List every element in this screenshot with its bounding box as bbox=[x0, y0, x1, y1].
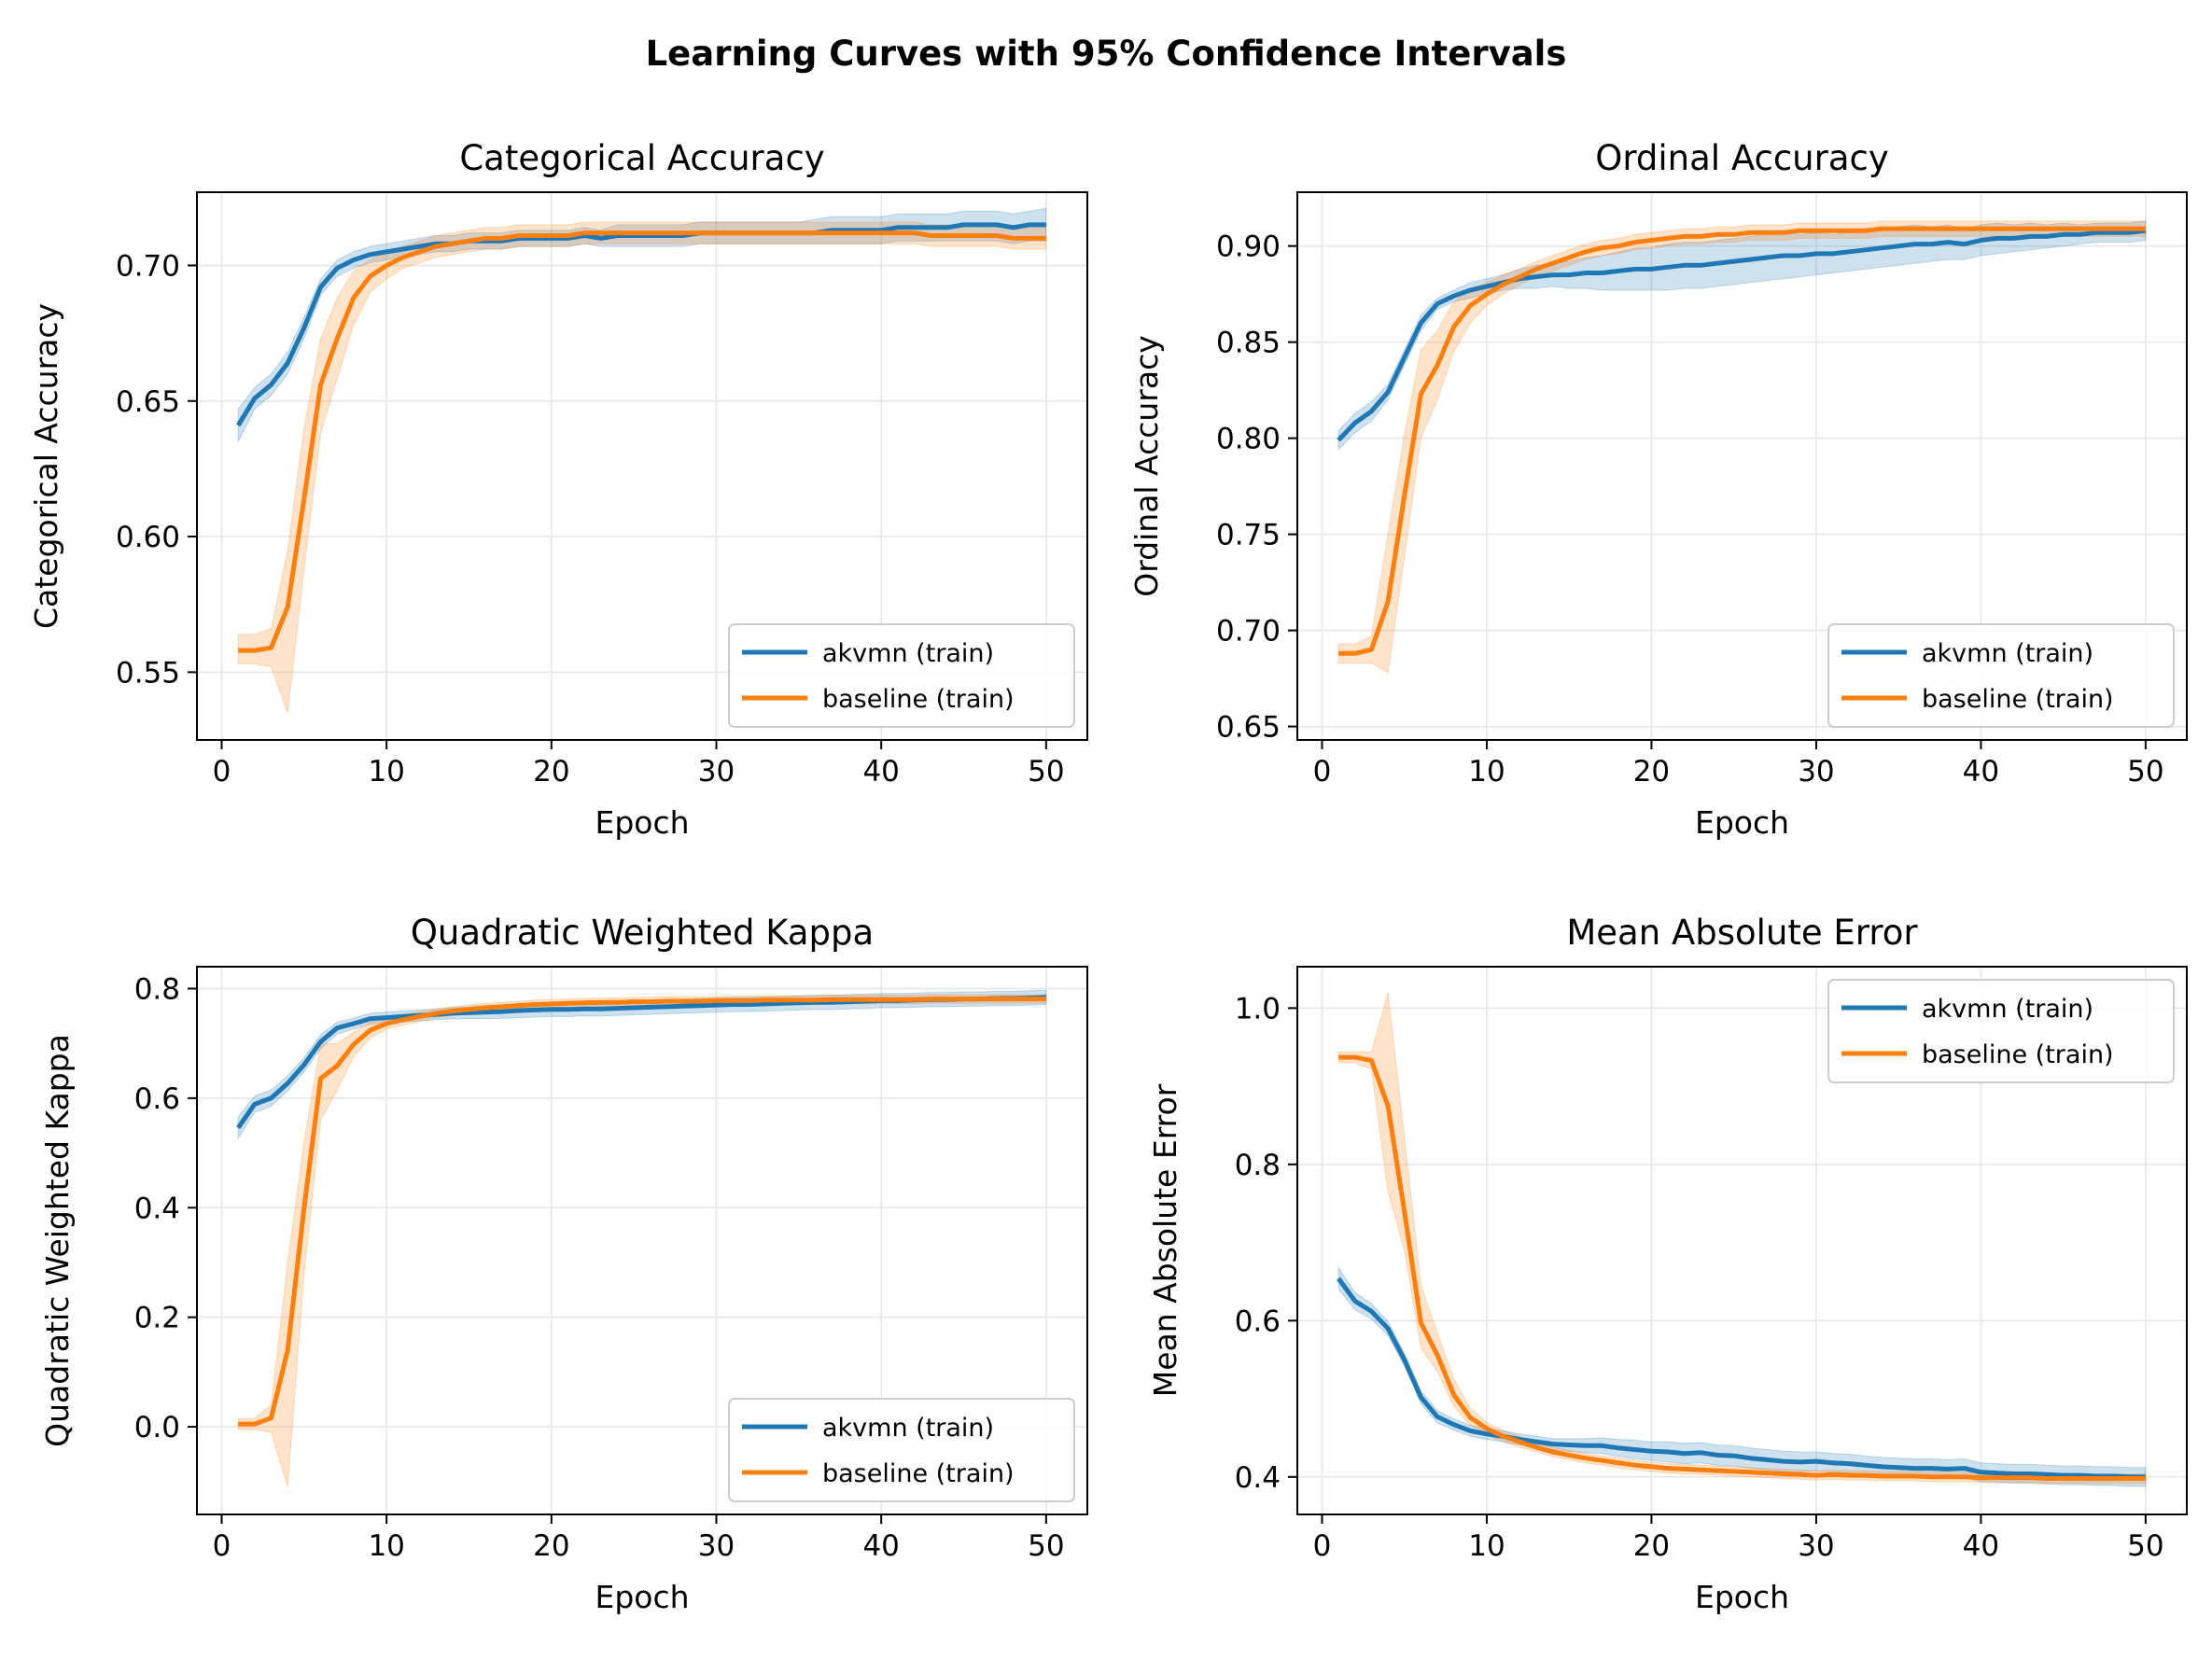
subplot-mean-absolute-error: 0 10 20 30 40 50 0.4 0.6 0.8 1.0 Mean Absolute Err… bbox=[1147, 913, 2188, 1615]
legend: akvmn (train) baseline (train) bbox=[728, 1398, 1075, 1502]
legend-box bbox=[728, 1398, 1075, 1502]
x-tick-label: 20 bbox=[533, 755, 569, 788]
subplot-categorical-accuracy: 0 10 20 30 40 50 0.55 0.60 0.65 0.70 Categorical A… bbox=[28, 138, 1088, 841]
x-tick-label: 50 bbox=[2127, 755, 2163, 788]
legend-label-akvmn-train: akvmn (train) bbox=[1922, 639, 2093, 668]
ci-band-baseline-train bbox=[237, 221, 1047, 714]
x-tick-label: 50 bbox=[2127, 1529, 2163, 1563]
y-axis-label: Ordinal Accuracy bbox=[1128, 335, 1165, 597]
legend-label-baseline-train: baseline (train) bbox=[822, 685, 1015, 714]
y-tick-label: 0.8 bbox=[1235, 1149, 1281, 1182]
x-axis-label: Epoch bbox=[595, 804, 689, 841]
axes-frame bbox=[1296, 966, 2188, 1515]
series-line-baseline-train bbox=[238, 230, 1046, 653]
x-tick-label: 0 bbox=[1313, 1529, 1332, 1563]
ci-band-baseline-train bbox=[1337, 220, 2147, 674]
y-tick-label: 1.0 bbox=[1235, 992, 1281, 1025]
y-axis-label: Quadratic Weighted Kappa bbox=[39, 1034, 76, 1447]
x-tick-label: 10 bbox=[368, 755, 404, 788]
y-axis-label: Mean Absolute Error bbox=[1147, 1083, 1183, 1397]
x-axis-label: Epoch bbox=[1695, 804, 1789, 841]
x-tick-label: 10 bbox=[368, 1529, 404, 1563]
y-tick-label: 0.0 bbox=[134, 1411, 180, 1444]
axes-frame bbox=[196, 191, 1088, 741]
ci-band-akvmn-train bbox=[237, 207, 1047, 442]
y-tick-label: 0.8 bbox=[134, 972, 180, 1006]
axes-frame bbox=[196, 966, 1088, 1515]
legend-box bbox=[1827, 979, 2175, 1083]
ci-band-akvmn-train bbox=[1337, 1265, 2147, 1487]
series-line-akvmn-train bbox=[1337, 1276, 2146, 1480]
x-tick-label: 50 bbox=[1028, 755, 1064, 788]
series-group bbox=[1337, 992, 2147, 1487]
series-line-akvmn-train bbox=[236, 222, 1046, 427]
x-tick-label: 10 bbox=[1468, 1529, 1505, 1563]
legend-label-baseline-train: baseline (train) bbox=[1922, 685, 2114, 714]
legend-label-baseline-train: baseline (train) bbox=[822, 1459, 1015, 1488]
subplot-title: Categorical Accuracy bbox=[459, 138, 824, 178]
x-tick-label: 0 bbox=[213, 755, 231, 788]
series-line-baseline-train bbox=[1338, 1054, 2146, 1481]
x-tick-label: 10 bbox=[1468, 755, 1505, 788]
x-tick-label: 30 bbox=[1798, 1529, 1834, 1563]
x-tick-label: 20 bbox=[533, 1529, 569, 1563]
y-tick-label: 0.65 bbox=[116, 385, 180, 419]
y-tick-label: 0.55 bbox=[116, 656, 180, 690]
legend-label-akvmn-train: akvmn (train) bbox=[822, 1414, 994, 1443]
legend: akvmn (train) baseline (train) bbox=[1827, 979, 2175, 1083]
x-axis-label: Epoch bbox=[1695, 1579, 1789, 1615]
legend: akvmn (train) baseline (train) bbox=[1827, 623, 2175, 728]
legend-box bbox=[1827, 623, 2175, 728]
y-tick-label: 0.85 bbox=[1216, 327, 1281, 360]
x-tick-label: 0 bbox=[1313, 755, 1332, 788]
series-line-akvmn-train bbox=[1337, 228, 2147, 442]
legend-label-akvmn-train: akvmn (train) bbox=[1922, 995, 2093, 1024]
series-group bbox=[1337, 220, 2147, 674]
subplot-title: Mean Absolute Error bbox=[1566, 913, 1918, 953]
y-tick-label: 0.70 bbox=[1216, 615, 1281, 649]
y-tick-label: 0.4 bbox=[1235, 1461, 1281, 1495]
y-tick-label: 0.90 bbox=[1216, 230, 1281, 264]
y-tick-label: 0.80 bbox=[1216, 423, 1281, 456]
y-tick-label: 0.2 bbox=[134, 1302, 180, 1335]
x-tick-label: 40 bbox=[1963, 755, 1999, 788]
subplot-quadratic-weighted-kappa: 0 10 20 30 40 50 0.0 0.2 0.4 0.6 0.8 Quadratic Weig… bbox=[39, 913, 1088, 1615]
y-axis-label: Categorical Accuracy bbox=[28, 303, 64, 629]
y-tick-label: 0.65 bbox=[1216, 711, 1281, 745]
axes-frame bbox=[1296, 191, 2188, 741]
x-tick-label: 40 bbox=[862, 1529, 899, 1563]
subplot-title: Quadratic Weighted Kappa bbox=[411, 913, 874, 953]
x-tick-label: 30 bbox=[698, 1529, 735, 1563]
x-tick-label: 20 bbox=[1633, 1529, 1670, 1563]
y-tick-label: 0.6 bbox=[134, 1082, 180, 1116]
series-group bbox=[236, 989, 1047, 1487]
x-tick-label: 50 bbox=[1028, 1529, 1064, 1563]
legend-box bbox=[728, 623, 1075, 728]
y-tick-label: 0.75 bbox=[1216, 519, 1281, 552]
y-tick-label: 0.60 bbox=[116, 521, 180, 554]
x-tick-label: 40 bbox=[862, 755, 899, 788]
ci-band-baseline-train bbox=[1337, 992, 2147, 1484]
legend-label-akvmn-train: akvmn (train) bbox=[822, 639, 994, 668]
figure-title: Learning Curves with 95% Confidence Inte… bbox=[646, 34, 1567, 74]
series-group bbox=[236, 207, 1047, 714]
x-axis-label: Epoch bbox=[595, 1579, 689, 1615]
y-tick-label: 0.70 bbox=[116, 249, 180, 283]
x-tick-label: 40 bbox=[1963, 1529, 1999, 1563]
x-tick-label: 0 bbox=[213, 1529, 231, 1563]
x-tick-label: 30 bbox=[698, 755, 735, 788]
legend: akvmn (train) baseline (train) bbox=[728, 623, 1075, 728]
x-tick-label: 20 bbox=[1633, 755, 1670, 788]
subplot-ordinal-accuracy: 0 10 20 30 40 50 0.65 0.70 0.75 0.80 0.85 0.90 Ordin… bbox=[1128, 138, 2188, 841]
y-tick-label: 0.6 bbox=[1235, 1304, 1281, 1338]
series-line-baseline-train bbox=[238, 997, 1046, 1427]
x-tick-label: 30 bbox=[1798, 755, 1834, 788]
subplot-title: Ordinal Accuracy bbox=[1595, 138, 1889, 178]
legend-label-baseline-train: baseline (train) bbox=[1922, 1040, 2114, 1069]
y-tick-label: 0.4 bbox=[134, 1192, 180, 1225]
series-line-baseline-train bbox=[1338, 226, 2146, 656]
